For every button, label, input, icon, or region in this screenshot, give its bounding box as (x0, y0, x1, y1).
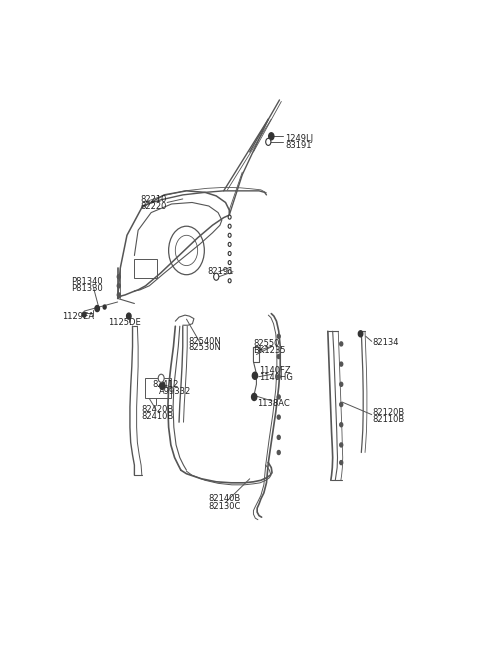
Circle shape (228, 260, 231, 264)
Text: 82130C: 82130C (209, 502, 241, 510)
Circle shape (158, 374, 164, 382)
Text: P81340: P81340 (71, 277, 103, 286)
Text: BK1235: BK1235 (253, 346, 286, 355)
Circle shape (117, 284, 120, 288)
Text: P81330: P81330 (71, 284, 103, 293)
Circle shape (117, 275, 120, 279)
Circle shape (160, 382, 165, 390)
Bar (145, 379, 171, 398)
Circle shape (252, 372, 258, 379)
Circle shape (228, 279, 231, 283)
Text: 82191: 82191 (207, 267, 233, 276)
Circle shape (95, 306, 99, 312)
Circle shape (228, 242, 231, 247)
Circle shape (228, 234, 231, 237)
Circle shape (277, 415, 280, 419)
Circle shape (277, 451, 280, 455)
Circle shape (340, 362, 343, 366)
Circle shape (277, 395, 280, 399)
Circle shape (228, 270, 231, 274)
Text: 1125DE: 1125DE (108, 318, 141, 327)
Bar (134, 259, 156, 278)
Circle shape (228, 251, 231, 256)
Text: 82120B: 82120B (372, 407, 405, 417)
Text: 82530N: 82530N (188, 344, 221, 352)
Text: 1138AC: 1138AC (257, 398, 290, 407)
Text: 82412: 82412 (152, 380, 179, 389)
Text: 82210: 82210 (140, 195, 167, 205)
Circle shape (266, 138, 271, 146)
Text: 82134: 82134 (372, 338, 399, 347)
Circle shape (359, 331, 363, 337)
Text: 82220: 82220 (140, 202, 167, 211)
Circle shape (340, 443, 343, 447)
Circle shape (228, 224, 231, 228)
Circle shape (340, 461, 343, 464)
Circle shape (340, 422, 343, 427)
Circle shape (252, 394, 257, 400)
Circle shape (340, 382, 343, 386)
Circle shape (117, 293, 120, 297)
Circle shape (277, 354, 280, 359)
Circle shape (277, 436, 280, 440)
Circle shape (340, 403, 343, 407)
Text: 1140HG: 1140HG (259, 373, 293, 382)
Circle shape (103, 305, 106, 309)
Text: 83191: 83191 (285, 141, 312, 150)
Text: 82410B: 82410B (142, 412, 174, 421)
Circle shape (269, 133, 274, 140)
Circle shape (83, 312, 86, 317)
Circle shape (228, 215, 231, 219)
Text: A99332: A99332 (158, 387, 191, 396)
Text: 82420B: 82420B (142, 405, 174, 414)
Text: 1249LJ: 1249LJ (285, 134, 313, 143)
Circle shape (340, 342, 343, 346)
Circle shape (277, 335, 280, 338)
Text: 82140B: 82140B (209, 495, 241, 503)
Text: 1129EA: 1129EA (62, 312, 94, 321)
Text: 82550: 82550 (253, 339, 280, 348)
Circle shape (127, 313, 131, 319)
Text: 82540N: 82540N (188, 337, 221, 346)
Circle shape (214, 273, 219, 280)
Circle shape (277, 375, 280, 379)
Text: 82110B: 82110B (372, 415, 405, 424)
Text: 1140FZ: 1140FZ (259, 366, 291, 375)
